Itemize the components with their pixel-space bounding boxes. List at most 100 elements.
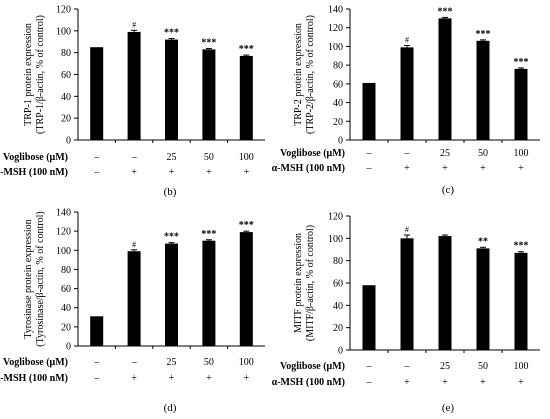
voglibose-dose: 50 [478,148,488,159]
bar [514,68,528,140]
bar [362,285,376,350]
chart-panel-b: 0 20 40 60 80 100 120 – – # – + *** 25 + *** 50 + *** 100 + V… [0,5,265,198]
y-tick-label: 40 [333,98,343,109]
bar [90,47,104,141]
y-tick-label: 0 [338,346,343,357]
bar [438,18,452,140]
panel-label: (c) [442,184,455,196]
bar [239,55,253,140]
bar [476,40,490,140]
msh-treatment: + [404,163,410,174]
chart-panel-c: 0 20 40 60 80 100 120 140 – – # – + *** 25 + *** 50 + *** 10… [272,5,540,196]
bar [202,240,216,346]
significance-marker: *** [239,44,254,55]
y-tick-label: 60 [61,284,71,295]
panel-label: (e) [442,402,455,414]
y-tick-label: 0 [338,136,343,147]
y-tick-label: 20 [61,114,71,125]
msh-treatment: + [442,163,448,174]
msh-treatment: + [442,377,448,388]
voglibose-dose: 25 [167,152,177,163]
voglibose-dose: – [366,361,373,372]
bar [239,232,253,346]
bar [127,251,141,346]
y-axis-label-line: TRP-1 protein expression [23,23,34,126]
significance-marker: # [132,20,136,29]
y-axis-label-line: (TRP-1/β-actin, % of control) [35,15,46,134]
y-tick-label: 40 [333,301,343,312]
y-tick-label: 100 [328,234,343,245]
y-axis-label: TRP-1 protein expression(TRP-1/β-actin, … [23,15,46,134]
msh-treatment: – [93,373,100,384]
y-axis-label-line: (TRP-2/β-actin, % of control) [305,15,316,134]
y-tick-label: 20 [333,117,343,128]
bar [476,248,490,350]
bar [165,39,178,140]
voglibose-dose: – [93,152,100,163]
bar [400,238,414,350]
row-label-voglibose: Voglibose (μM) [3,357,68,368]
significance-marker: *** [201,38,216,49]
y-tick-label: 80 [61,265,71,276]
significance-marker: # [132,240,136,249]
row-label-voglibose: Voglibose (μM) [280,361,345,372]
significance-marker: *** [239,220,254,231]
voglibose-dose: 25 [440,148,450,159]
voglibose-dose: 100 [239,357,254,368]
msh-treatment: + [243,373,249,384]
significance-marker: # [405,35,409,44]
row-label-voglibose: Voglibose (μM) [280,148,345,159]
significance-marker: *** [164,232,179,243]
msh-treatment: + [518,163,524,174]
msh-treatment: – [366,163,373,174]
chart-panel-e: 0 20 40 60 80 100 120 – – # – +25 + ** 50 + *** 100 + Vogli… [272,212,540,414]
panel-label: (b) [164,186,177,198]
y-tick-label: 40 [61,92,71,103]
y-axis-label-line: TRP-2 protein expression [293,23,304,126]
y-tick-label: 40 [61,303,71,314]
y-tick-label: 60 [61,70,71,81]
y-axis-label-line: MITF protein expression [293,233,304,333]
y-tick-label: 60 [333,279,343,290]
bar [202,49,216,141]
y-axis-label: MITF protein expression(MITF/β-actin, % … [293,225,316,341]
voglibose-dose: 50 [204,152,214,163]
row-label-msh: α-MSH (100 nM) [272,163,345,174]
significance-marker: *** [201,229,216,240]
y-tick-label: 80 [333,61,343,72]
voglibose-dose: 100 [514,361,529,372]
y-tick-label: 140 [328,5,343,16]
msh-treatment: + [518,377,524,388]
significance-marker: *** [438,6,453,17]
y-tick-label: 80 [333,256,343,267]
msh-treatment: + [131,167,137,178]
y-tick-label: 100 [56,246,71,257]
y-tick-label: 100 [56,26,71,37]
msh-treatment: + [404,377,410,388]
row-label-msh: α-MSH (100 nM) [272,377,345,388]
y-tick-label: 20 [61,322,71,333]
row-label-msh: α-MSH (100 nM) [0,373,68,384]
significance-marker: ** [478,236,488,247]
bar [127,31,141,140]
y-tick-label: 140 [56,208,71,219]
y-tick-label: 20 [333,323,343,334]
bar [514,252,528,350]
msh-treatment: – [366,377,373,388]
y-tick-label: 60 [333,79,343,90]
y-tick-label: 120 [56,227,71,238]
msh-treatment: + [243,167,249,178]
significance-marker: *** [514,57,529,68]
msh-treatment: + [169,373,175,384]
row-label-voglibose: Voglibose (μM) [3,152,68,163]
voglibose-dose: 25 [167,357,177,368]
y-axis-label-line: (Tyrosinase/β-actin, % of control) [35,211,46,346]
chart-panel-d: 0 20 40 60 80 100 120 140 – – # – + *** 25 + *** 50 + *** 10… [0,208,265,414]
voglibose-dose: – [404,361,411,372]
msh-treatment: + [131,373,137,384]
voglibose-dose: – [404,148,411,159]
significance-marker: *** [514,241,529,252]
msh-treatment: + [480,377,486,388]
voglibose-dose: – [131,357,138,368]
